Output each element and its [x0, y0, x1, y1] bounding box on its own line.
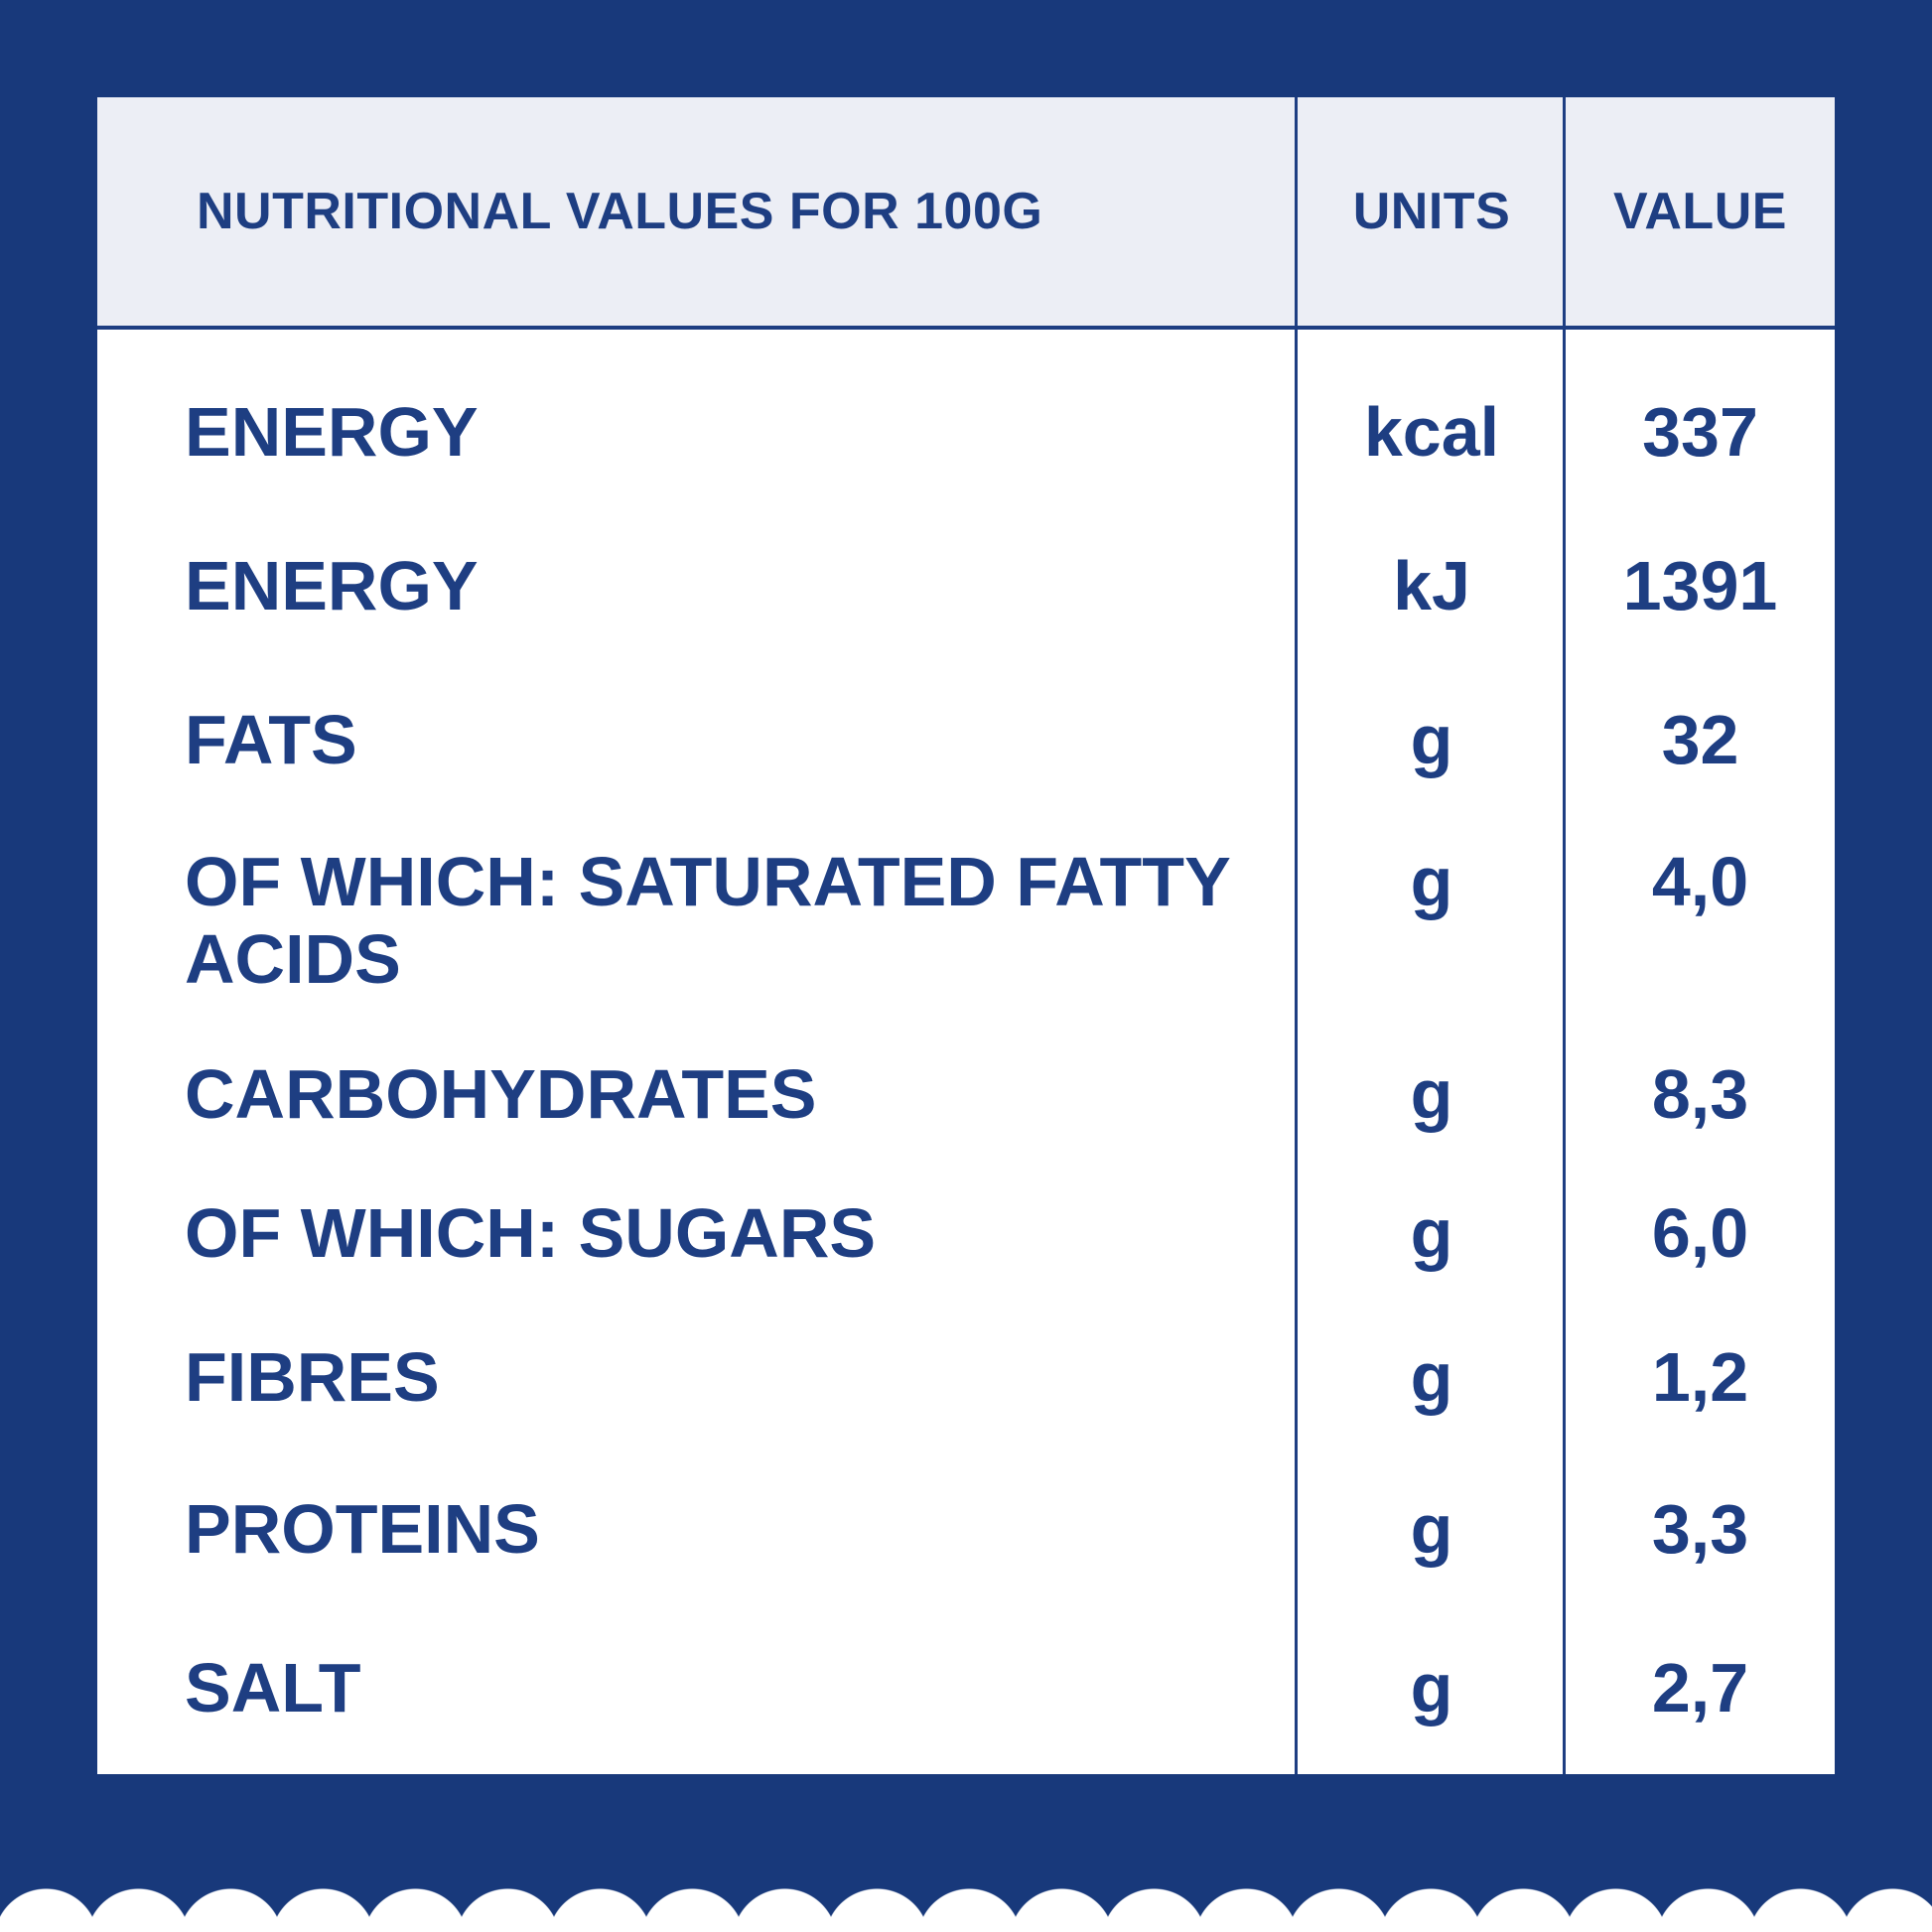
- nutrient-value: 2,7: [1651, 1648, 1749, 1726]
- nutrient-name: SALT: [185, 1648, 361, 1726]
- table-header-row: NUTRITIONAL VALUES FOR 100G UNITS VALUE: [97, 97, 1835, 330]
- nutrient-units: kcal: [1363, 392, 1500, 471]
- table-row: OF WHICH: SUGARS g 6,0: [97, 1164, 1835, 1303]
- nutrient-value: 1,2: [1651, 1338, 1749, 1416]
- header-nutrients-label: NUTRITIONAL VALUES FOR 100G: [197, 183, 1043, 240]
- nutrient-units: g: [1410, 1194, 1453, 1272]
- nutrient-value: 1391: [1622, 546, 1778, 624]
- nutrient-name: FIBRES: [185, 1338, 440, 1416]
- scalloped-package-edge: [0, 1872, 1932, 1932]
- nutrient-units: g: [1410, 700, 1453, 778]
- table-row: FATS g 32: [97, 662, 1835, 816]
- nutrient-name: ENERGY: [185, 546, 479, 624]
- column-divider-units: [1295, 97, 1298, 1774]
- nutrient-value: 4,0: [1651, 843, 1749, 920]
- table-row: FIBRES g 1,2: [97, 1303, 1835, 1451]
- table-row: ENERGY kJ 1391: [97, 508, 1835, 662]
- nutrient-value: 3,3: [1651, 1489, 1749, 1568]
- table-row: SALT g 2,7: [97, 1605, 1835, 1769]
- nutrient-name: ENERGY: [185, 392, 479, 471]
- table-row: OF WHICH: SATURATED FATTY ACIDS g 4,0: [97, 816, 1835, 1025]
- header-value-label: VALUE: [1613, 183, 1787, 240]
- column-divider-value: [1563, 97, 1566, 1774]
- nutrient-name: OF WHICH: SATURATED FATTY ACIDS: [185, 843, 1230, 998]
- nutrition-table: NUTRITIONAL VALUES FOR 100G UNITS VALUE …: [97, 97, 1835, 1774]
- nutrient-units: kJ: [1393, 546, 1470, 624]
- nutrient-value: 32: [1661, 700, 1739, 778]
- header-units-label: UNITS: [1352, 183, 1511, 240]
- nutrient-units: g: [1410, 1055, 1453, 1133]
- nutrient-name: FATS: [185, 700, 357, 778]
- nutrient-units: g: [1410, 843, 1453, 920]
- table-row: PROTEINS g 3,3: [97, 1451, 1835, 1605]
- nutrient-value: 6,0: [1651, 1194, 1749, 1272]
- table-body: ENERGY kcal 337 ENERGY kJ 1391 FATS g 32…: [97, 330, 1835, 1769]
- table-row: CARBOHYDRATES g 8,3: [97, 1025, 1835, 1164]
- nutrient-units: g: [1410, 1648, 1453, 1726]
- nutrient-name: PROTEINS: [185, 1489, 540, 1568]
- nutrient-name: CARBOHYDRATES: [185, 1055, 817, 1133]
- nutrient-name: OF WHICH: SUGARS: [185, 1194, 877, 1272]
- nutrient-value: 8,3: [1651, 1055, 1749, 1133]
- nutrient-units: g: [1410, 1338, 1453, 1416]
- nutrient-value: 337: [1642, 392, 1758, 471]
- nutrient-units: g: [1410, 1489, 1453, 1568]
- table-row: ENERGY kcal 337: [97, 354, 1835, 508]
